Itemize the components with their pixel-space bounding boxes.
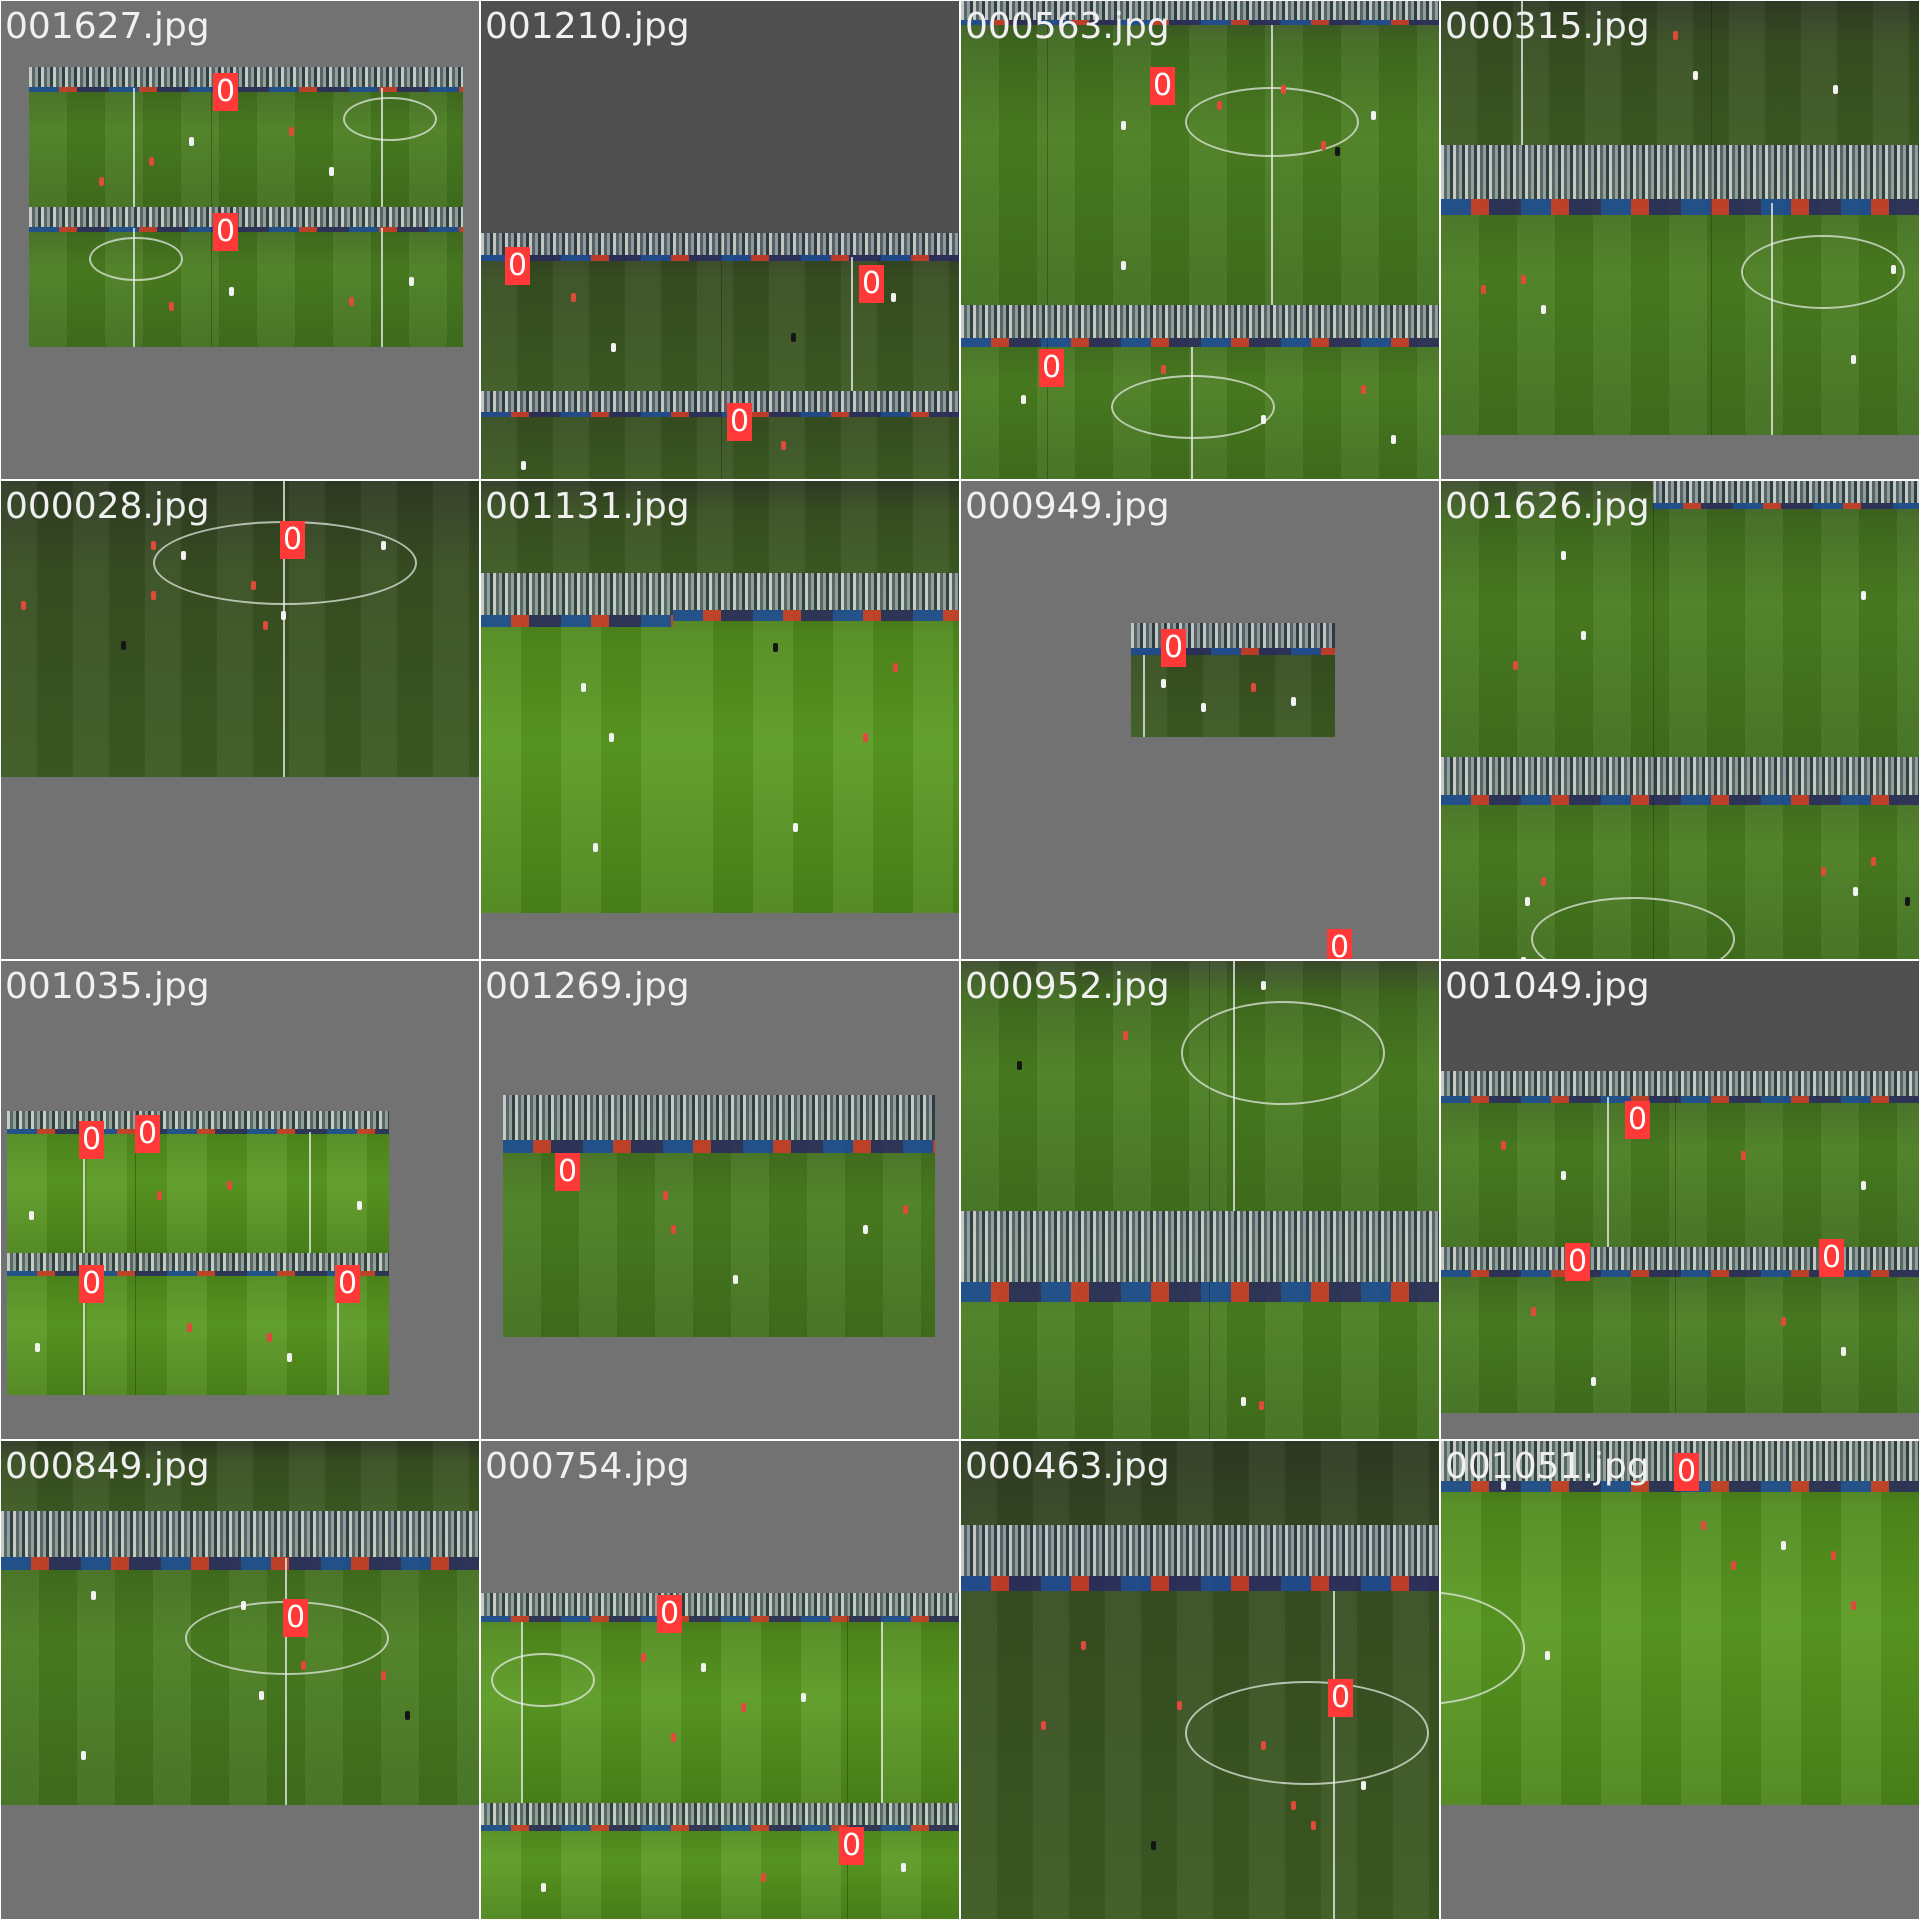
pitch-photo — [481, 1803, 959, 1919]
class-label: 0 — [1328, 1679, 1353, 1717]
class-label: 0 — [213, 213, 238, 251]
class-label: 0 — [1150, 67, 1175, 105]
class-label: 0 — [1819, 1239, 1844, 1277]
pitch-photo — [673, 573, 959, 913]
pitch-photo — [481, 233, 959, 391]
tile-filename: 001627.jpg — [5, 6, 210, 47]
pitch-photo — [1441, 1071, 1919, 1247]
tile-filename: 001131.jpg — [485, 486, 690, 527]
class-label: 0 — [505, 247, 530, 285]
class-label: 0 — [280, 521, 305, 559]
tile-filename: 000563.jpg — [965, 6, 1170, 47]
class-label: 0 — [657, 1595, 682, 1633]
class-label: 0 — [1327, 929, 1352, 959]
mosaic-tile: 0 001051.jpg — [1441, 1441, 1919, 1919]
pitch-photo — [481, 481, 959, 573]
pitch-photo — [1, 481, 479, 777]
class-label: 0 — [79, 1265, 104, 1303]
tile-filename: 001626.jpg — [1445, 486, 1650, 527]
mosaic-tile: 0 0 000949.jpg — [961, 481, 1439, 959]
tile-filename: 000028.jpg — [5, 486, 210, 527]
pitch-photo — [481, 391, 959, 479]
mosaic-tile: 0 0 0 001049.jpg — [1441, 961, 1919, 1439]
tile-filename: 001210.jpg — [485, 6, 690, 47]
class-label: 0 — [213, 73, 238, 111]
pitch-photo — [1441, 1247, 1919, 1413]
pitch-photo — [481, 1593, 959, 1803]
tile-filename: 001035.jpg — [5, 966, 210, 1007]
pitch-photo — [961, 1, 1439, 305]
pitch-photo — [1441, 481, 1919, 757]
class-label: 0 — [1161, 629, 1186, 667]
pitch-photo — [1441, 145, 1919, 435]
tile-filename: 000463.jpg — [965, 1446, 1170, 1487]
class-label: 0 — [1674, 1453, 1699, 1491]
tile-filename: 000949.jpg — [965, 486, 1170, 527]
mosaic-tile: 0 0 000754.jpg — [481, 1441, 959, 1919]
pitch-photo — [29, 207, 463, 347]
pitch-photo — [961, 305, 1439, 479]
tile-filename: 000315.jpg — [1445, 6, 1650, 47]
pitch-photo — [1441, 1441, 1919, 1805]
pitch-photo — [1441, 1, 1919, 145]
class-label: 0 — [79, 1121, 104, 1159]
pitch-photo — [961, 961, 1439, 1211]
pitch-photo — [7, 1253, 389, 1395]
mosaic-tile: 0 000028.jpg — [1, 481, 479, 959]
class-label: 0 — [1039, 349, 1064, 387]
tile-filename: 001051.jpg — [1445, 1446, 1650, 1487]
mosaic-tile: 0 0 0 001210.jpg — [481, 1, 959, 479]
pitch-photo — [7, 1111, 389, 1253]
class-label: 0 — [1625, 1101, 1650, 1139]
tile-filename: 000849.jpg — [5, 1446, 210, 1487]
mosaic-tile: 0 000849.jpg — [1, 1441, 479, 1919]
mosaic-tile: 000952.jpg — [961, 961, 1439, 1439]
mosaic-tile: 001131.jpg — [481, 481, 959, 959]
class-label: 0 — [555, 1153, 580, 1191]
mosaic-tile: 001626.jpg — [1441, 481, 1919, 959]
pitch-photo — [961, 1211, 1439, 1439]
pitch-photo — [481, 573, 673, 913]
class-label: 0 — [859, 265, 884, 303]
tile-filename: 000754.jpg — [485, 1446, 690, 1487]
pitch-photo — [1, 1511, 479, 1805]
pitch-photo — [29, 67, 463, 207]
pitch-photo — [503, 1095, 935, 1337]
pitch-photo — [961, 1441, 1439, 1919]
class-label: 0 — [839, 1827, 864, 1865]
class-label: 0 — [135, 1115, 160, 1153]
mosaic-tile: 0 000463.jpg — [961, 1441, 1439, 1919]
mosaic-tile: 0 001269.jpg — [481, 961, 959, 1439]
tile-filename: 001269.jpg — [485, 966, 690, 1007]
class-label: 0 — [1565, 1243, 1590, 1281]
class-label: 0 — [283, 1599, 308, 1637]
mosaic-tile: 0 0 001627.jpg — [1, 1, 479, 479]
pitch-photo — [1441, 757, 1919, 959]
class-label: 0 — [727, 403, 752, 441]
mosaic-tile: 0 0 0 0 001035.jpg — [1, 961, 479, 1439]
tile-filename: 001049.jpg — [1445, 966, 1650, 1007]
class-label: 0 — [335, 1265, 360, 1303]
tile-filename: 000952.jpg — [965, 966, 1170, 1007]
mosaic-tile: 000315.jpg — [1441, 1, 1919, 479]
pitch-photo — [1, 1441, 479, 1511]
mosaic-tile: 0 0 000563.jpg — [961, 1, 1439, 479]
